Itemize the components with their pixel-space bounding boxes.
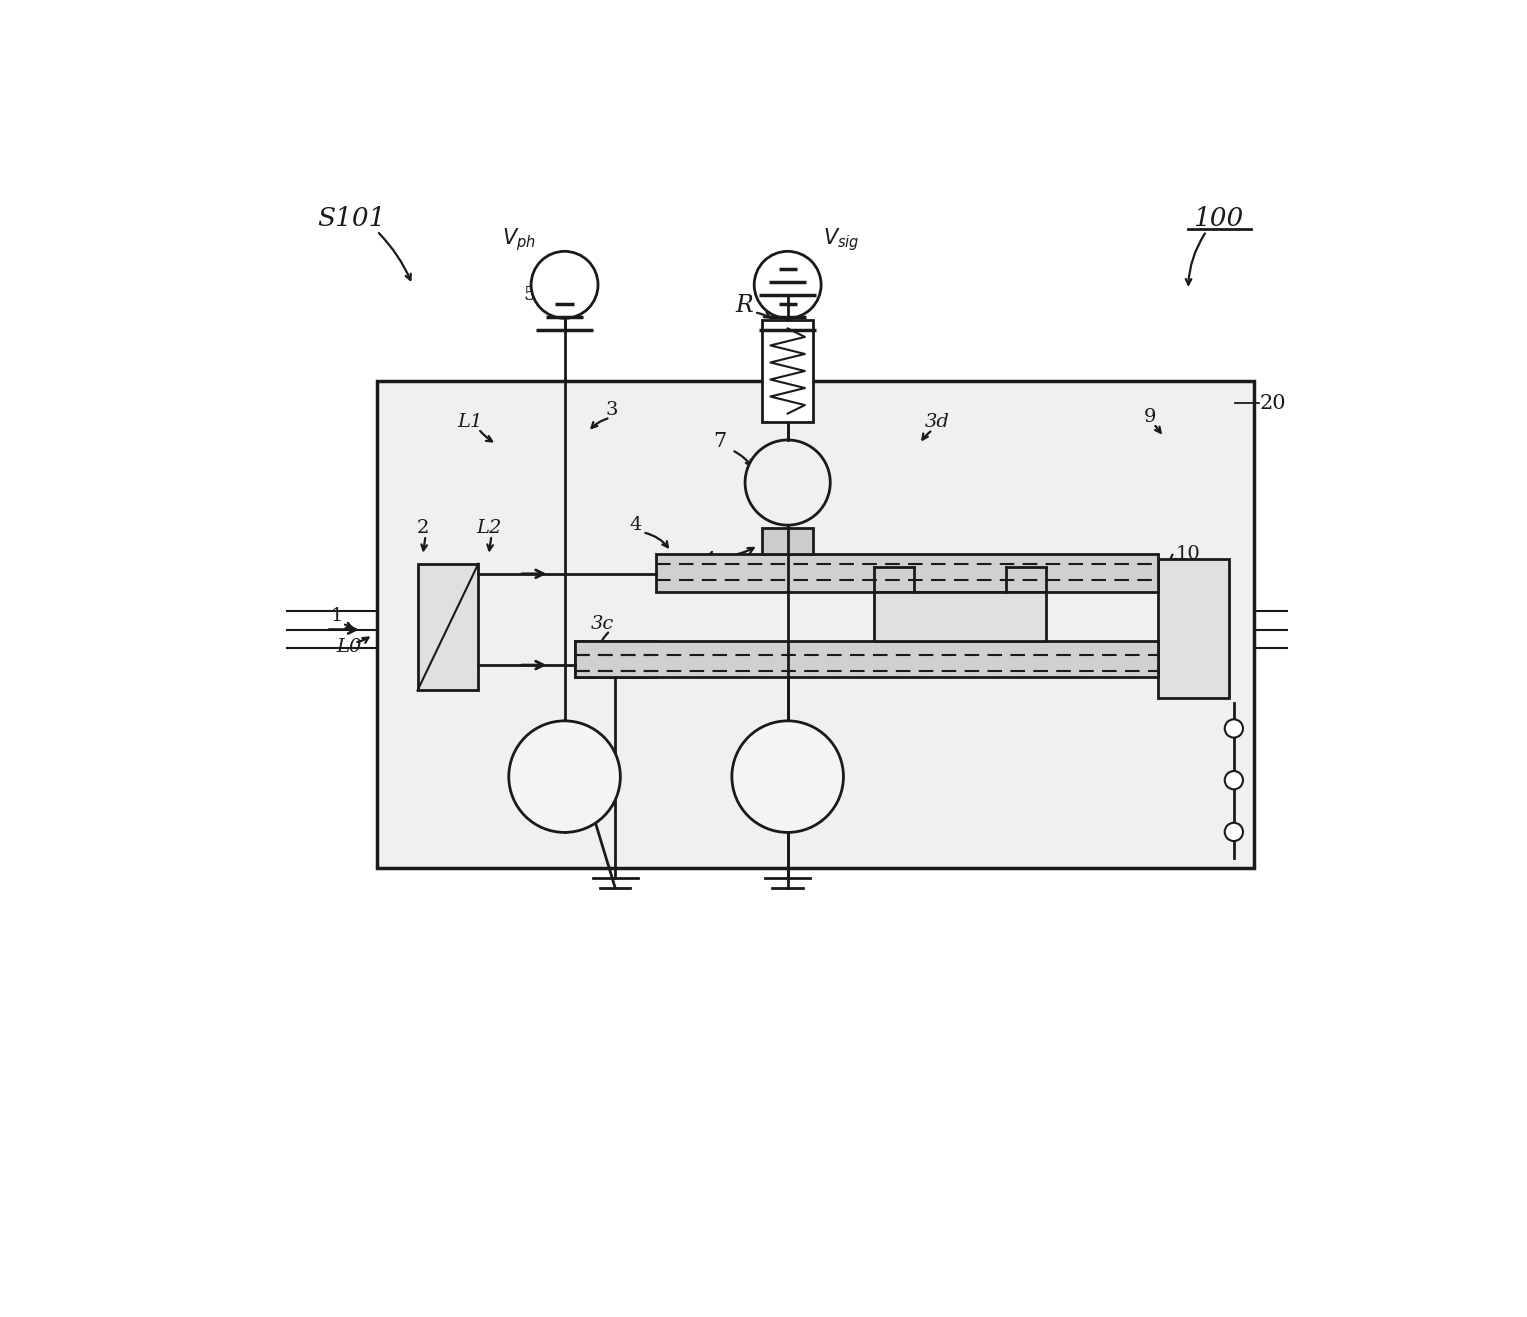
Circle shape	[745, 440, 831, 525]
Text: 7: 7	[713, 432, 727, 452]
Circle shape	[508, 720, 620, 832]
Text: 2: 2	[417, 519, 429, 537]
Bar	[762, 528, 812, 553]
Text: 100: 100	[1194, 207, 1245, 232]
Text: 6: 6	[791, 390, 803, 408]
Text: 20: 20	[1260, 394, 1286, 414]
Text: 4: 4	[629, 516, 641, 535]
Circle shape	[731, 720, 843, 832]
Bar	[762, 320, 812, 421]
Text: $V_{ph}$: $V_{ph}$	[502, 225, 536, 253]
Text: L1: L1	[458, 412, 483, 431]
Text: 3d: 3d	[924, 412, 950, 431]
Text: 4c: 4c	[702, 551, 725, 569]
Text: 3: 3	[606, 400, 618, 419]
Bar	[377, 381, 1254, 868]
Circle shape	[1225, 719, 1243, 738]
Text: 1: 1	[330, 607, 342, 626]
Bar	[873, 593, 1046, 641]
Bar	[574, 641, 655, 677]
Circle shape	[754, 252, 822, 319]
Bar	[417, 564, 478, 690]
Bar	[574, 641, 1157, 677]
Text: 5: 5	[522, 286, 536, 304]
Text: 9: 9	[1144, 408, 1156, 425]
Text: L2: L2	[476, 519, 501, 537]
Text: 10: 10	[1176, 544, 1200, 562]
Circle shape	[1225, 770, 1243, 789]
Text: 8: 8	[1005, 603, 1017, 622]
Text: S101: S101	[318, 207, 386, 232]
Text: R: R	[734, 294, 753, 316]
Text: L0: L0	[336, 637, 362, 656]
Text: $V_{sig}$: $V_{sig}$	[823, 225, 860, 253]
Circle shape	[1225, 823, 1243, 842]
Circle shape	[531, 252, 599, 319]
Bar	[655, 553, 1157, 593]
Bar	[1157, 558, 1229, 698]
Text: 3c: 3c	[591, 615, 614, 632]
